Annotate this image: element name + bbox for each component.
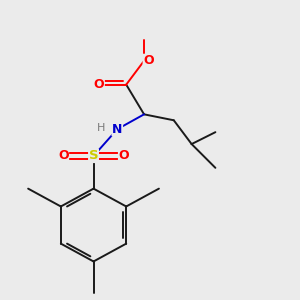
Text: O: O <box>94 78 104 91</box>
Text: N: N <box>112 123 122 136</box>
Text: O: O <box>58 149 68 162</box>
Text: S: S <box>89 149 98 162</box>
Text: O: O <box>118 149 129 162</box>
Text: H: H <box>97 123 105 133</box>
Text: O: O <box>143 54 154 67</box>
